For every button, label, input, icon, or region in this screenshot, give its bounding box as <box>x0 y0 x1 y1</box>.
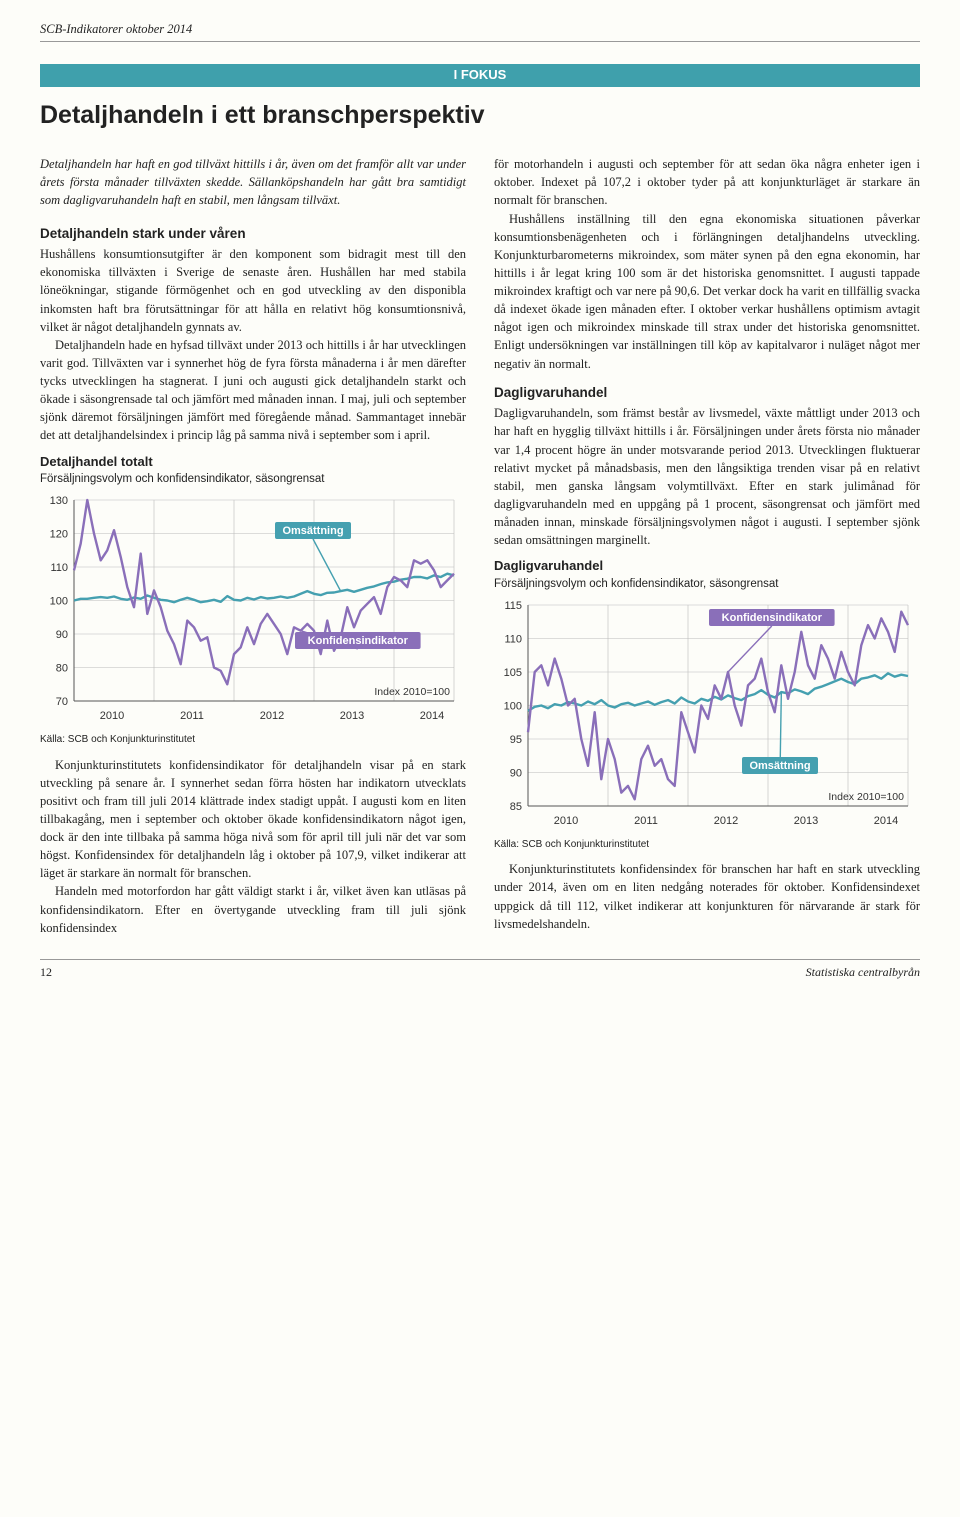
svg-text:2014: 2014 <box>874 815 898 827</box>
focus-bar: I FOKUS <box>40 64 920 87</box>
svg-text:110: 110 <box>50 562 68 574</box>
svg-text:2010: 2010 <box>100 710 124 722</box>
svg-text:95: 95 <box>510 734 522 746</box>
columns: Detaljhandeln har haft en god tillväxt h… <box>40 155 920 937</box>
chart2-source: Källa: SCB och Konjunkturinstitutet <box>494 838 920 853</box>
left-p1a: Hushållens konsumtionsutgifter är den ko… <box>40 245 466 336</box>
header-text: SCB-Indikatorer oktober 2014 <box>40 22 192 36</box>
left-p1b: Detaljhandeln hade en hyfsad tillväxt un… <box>40 336 466 445</box>
right-column: för motorhandeln i augusti och september… <box>494 155 920 937</box>
chart1-svg: 70 80 90 100 110 120 130 2010 2011 2012 2013 2014 Om… <box>40 492 460 727</box>
svg-text:2014: 2014 <box>420 710 444 722</box>
chart1-sub: Försäljningsvolym och konfidensindikator… <box>40 471 466 488</box>
svg-text:85: 85 <box>510 801 522 813</box>
svg-text:Omsättning: Omsättning <box>282 525 343 537</box>
footer: 12 Statistiska centralbyrån <box>40 959 920 981</box>
page-header: SCB-Indikatorer oktober 2014 <box>40 20 920 42</box>
svg-text:80: 80 <box>56 663 68 675</box>
chart2-wrap: 85 90 95 100 105 110 115 2010 2011 2012 2013 2014 Om… <box>494 597 920 832</box>
focus-label: I FOKUS <box>454 67 507 82</box>
svg-text:Index 2010=100: Index 2010=100 <box>828 791 904 803</box>
lede: Detaljhandeln har haft en god tillväxt h… <box>40 155 466 209</box>
svg-text:Konfidensindikator: Konfidensindikator <box>722 612 823 624</box>
page-number: 12 <box>40 964 52 981</box>
chart1-source: Källa: SCB och Konjunkturinstitutet <box>40 733 466 748</box>
svg-text:Konfidensindikator: Konfidensindikator <box>308 635 409 647</box>
svg-text:2011: 2011 <box>180 710 204 722</box>
svg-text:2012: 2012 <box>260 710 284 722</box>
svg-text:120: 120 <box>50 529 68 541</box>
svg-text:130: 130 <box>50 495 68 507</box>
chart1-wrap: 70 80 90 100 110 120 130 2010 2011 2012 2013 2014 Om… <box>40 492 466 727</box>
svg-text:70: 70 <box>56 696 68 708</box>
svg-text:90: 90 <box>510 767 522 779</box>
chart2-title: Dagligvaruhandel <box>494 557 920 576</box>
left-p2b: Handeln med motorfordon har gått väldigt… <box>40 882 466 936</box>
main-heading: Detaljhandeln i ett branschperspektiv <box>40 97 920 133</box>
right-p1a: för motorhandeln i augusti och september… <box>494 155 920 209</box>
svg-text:2013: 2013 <box>794 815 818 827</box>
subhead-detaljhandeln: Detaljhandeln stark under våren <box>40 224 466 244</box>
svg-text:100: 100 <box>504 700 522 712</box>
svg-text:Omsättning: Omsättning <box>749 760 810 772</box>
svg-text:2011: 2011 <box>634 815 658 827</box>
right-p3a: Konjunkturinstitutets konfidensindex för… <box>494 860 920 933</box>
svg-text:110: 110 <box>504 633 522 645</box>
svg-text:100: 100 <box>50 596 68 608</box>
right-p2a: Dagligvaruhandeln, som främst består av … <box>494 404 920 549</box>
svg-text:2012: 2012 <box>714 815 738 827</box>
svg-text:Index 2010=100: Index 2010=100 <box>374 686 450 698</box>
chart1-title: Detaljhandel totalt <box>40 453 466 472</box>
chart2-svg: 85 90 95 100 105 110 115 2010 2011 2012 2013 2014 Om… <box>494 597 914 832</box>
left-column: Detaljhandeln har haft en god tillväxt h… <box>40 155 466 937</box>
publisher: Statistiska centralbyrån <box>806 964 920 981</box>
left-p2a: Konjunkturinstitutets konfidensindikator… <box>40 756 466 883</box>
svg-text:2013: 2013 <box>340 710 364 722</box>
chart2-sub: Försäljningsvolym och konfidensindikator… <box>494 576 920 593</box>
svg-text:105: 105 <box>504 667 522 679</box>
svg-text:90: 90 <box>56 629 68 641</box>
svg-text:115: 115 <box>504 600 522 612</box>
right-p1b: Hushållens inställning till den egna eko… <box>494 210 920 373</box>
subhead-dagligvaru: Dagligvaruhandel <box>494 383 920 403</box>
svg-text:2010: 2010 <box>554 815 578 827</box>
